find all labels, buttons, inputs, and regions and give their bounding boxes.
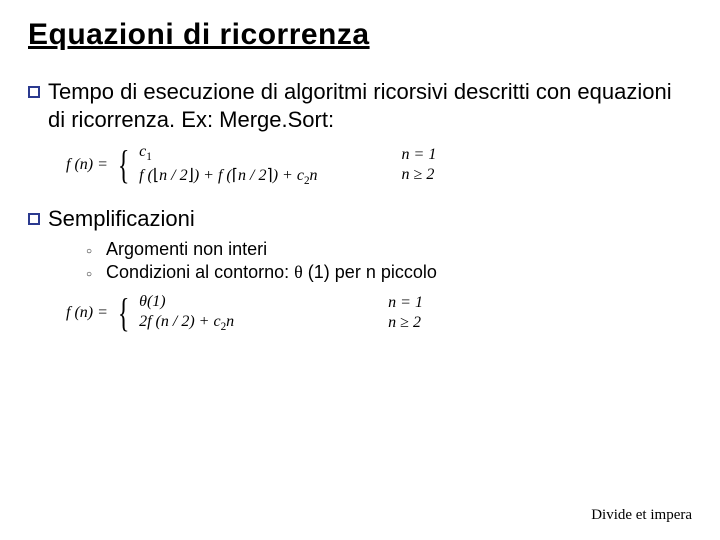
f1-c2-arg1: n / 2 [159, 167, 187, 184]
circle-bullet-icon: ○ [86, 269, 92, 280]
sub-item-1: ○ Argomenti non interi [86, 239, 692, 260]
f2-c2-pre: 2f (n / 2) + c [139, 313, 220, 330]
slide-title: Equazioni di ricorrenza [28, 18, 692, 52]
sub-2-text: Condizioni al contorno: θ (1) per n picc… [106, 262, 437, 283]
f1-c2-mid: ) + f ( [194, 167, 232, 184]
formula-1-lhs: f (n) = [66, 156, 108, 174]
formula-2-conds: n = 1 n ≥ 2 [388, 294, 423, 332]
sub-1-text: Argomenti non interi [106, 239, 267, 260]
circle-bullet-icon: ○ [86, 246, 92, 257]
sub2-pre: Condizioni al contorno: [106, 262, 294, 282]
f2-cond1: n = 1 [388, 294, 423, 312]
formula-1-cases: c1 f (⌊n / 2⌋) + f (⌈n / 2⌉) + c2n [139, 143, 317, 187]
brace-icon: { [118, 295, 130, 331]
theta-icon: θ [139, 293, 147, 310]
sub-item-2: ○ Condizioni al contorno: θ (1) per n pi… [86, 262, 692, 283]
bullet-square-icon [28, 86, 40, 98]
formula-1-conds: n = 1 n ≥ 2 [402, 146, 437, 184]
bullet-1-text: Tempo di esecuzione di algoritmi ricorsi… [48, 78, 692, 133]
sub-list: ○ Argomenti non interi ○ Condizioni al c… [86, 239, 692, 283]
formula-2-lhs: f (n) = [66, 304, 108, 322]
f1-cond2: n ≥ 2 [402, 166, 437, 184]
f2-c1-post: (1) [147, 293, 166, 310]
f1-c2-arg2: n / 2 [238, 167, 266, 184]
formula-2: f (n) = { θ(1) 2f (n / 2) + c2n n = 1 n … [66, 293, 692, 333]
formula-1-case1-sub: 1 [146, 151, 152, 163]
bullet-square-icon [28, 213, 40, 225]
formula-1: f (n) = { c1 f (⌊n / 2⌋) + f (⌈n / 2⌉) +… [66, 143, 692, 187]
footer-text: Divide et impera [591, 507, 692, 524]
sub2-post: (1) per n piccolo [303, 262, 437, 282]
f1-c2-pre: f ( [139, 167, 153, 184]
bullet-1: Tempo di esecuzione di algoritmi ricorsi… [28, 78, 692, 133]
f2-c2-tail: n [226, 313, 234, 330]
bullet-2-text: Semplificazioni [48, 205, 195, 233]
brace-icon: { [118, 147, 130, 183]
f1-cond1: n = 1 [402, 146, 437, 164]
bullet-2: Semplificazioni [28, 205, 692, 233]
theta-icon: θ [294, 262, 303, 282]
f1-c2-post: ) + c [273, 167, 304, 184]
f2-cond2: n ≥ 2 [388, 314, 423, 332]
formula-2-cases: θ(1) 2f (n / 2) + c2n [139, 293, 234, 333]
f1-c2-tail: n [310, 167, 318, 184]
